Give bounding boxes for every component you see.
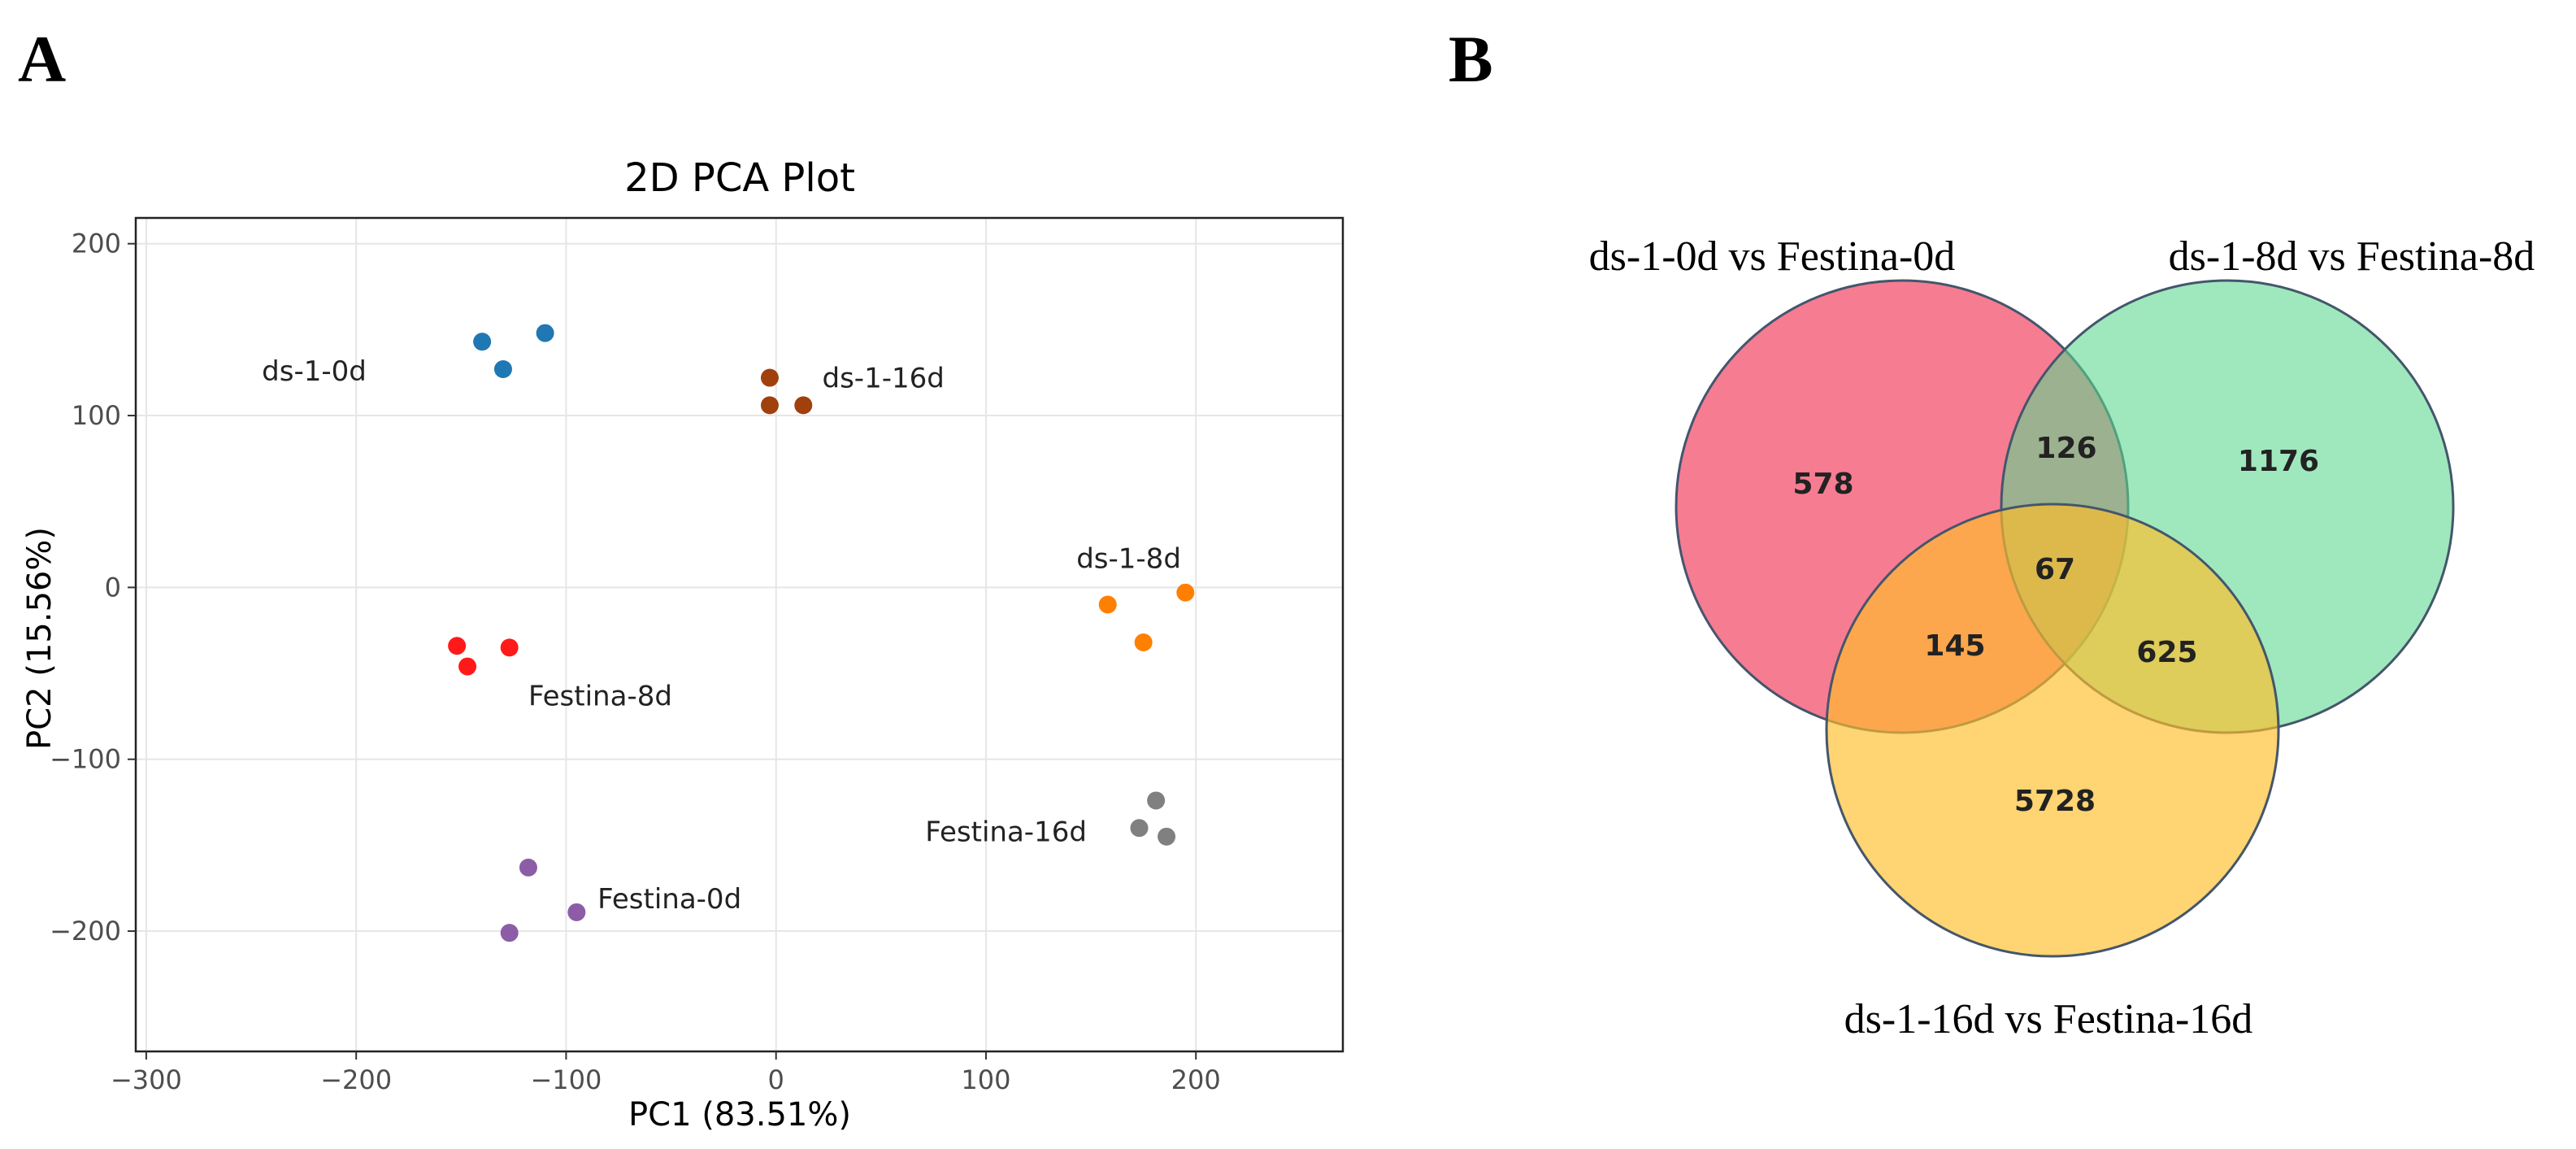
pca-group-label-festina-16d: Festina-16d (925, 816, 1087, 848)
panel-label-b: B (1449, 22, 1493, 96)
venn-count-0d-8d: 126 (2035, 432, 2096, 465)
pca-point-ds-1-8d (1176, 583, 1195, 602)
pca-plot-frame (134, 216, 1344, 1053)
pca-group-labels: ds-1-0d ds-1-16d ds-1-8d Festina-8d Festina-… (262, 355, 1181, 916)
pca-group-label-ds-1-8d: ds-1-8d (1076, 542, 1181, 575)
pca-group-label-festina-0d: Festina-0d (597, 883, 741, 916)
pca-point-festina-8d (500, 638, 519, 657)
pca-point-ds-1-0d (493, 359, 512, 378)
panel-label-a: A (18, 22, 66, 96)
pca-y-tick-label: 100 (72, 400, 121, 431)
pca-group-label-ds-1-0d: ds-1-0d (262, 355, 367, 388)
venn-count-all: 67 (2035, 553, 2075, 586)
pca-x-tick-label: 0 (768, 1064, 784, 1095)
pca-point-ds-1-16d (760, 368, 779, 387)
pca-y-tick-label: −100 (50, 744, 121, 775)
pca-gridlines (136, 218, 1343, 1051)
pca-y-tick-label: 0 (105, 572, 121, 603)
pca-x-tick-label: −100 (530, 1064, 602, 1095)
pca-point-festina-0d (567, 903, 586, 921)
pca-point-ds-1-16d (794, 396, 813, 415)
pca-group-label-festina-8d: Festina-8d (528, 681, 672, 713)
venn-set-label-0d: ds-1-0d vs Festina-0d (1589, 233, 1956, 280)
venn-diagram: ds-1-0d vs Festina-0d ds-1-8d vs Festina… (1589, 233, 2535, 1042)
venn-count-only-0d: 578 (1792, 468, 1853, 501)
pca-point-festina-16d (1130, 819, 1149, 838)
pca-x-axis-label: PC1 (83.51%) (628, 1096, 851, 1134)
pca-x-tick-label: 200 (1171, 1064, 1221, 1095)
venn-count-only-16d: 5728 (2014, 785, 2096, 818)
pca-point-ds-1-8d (1098, 595, 1117, 614)
pca-point-festina-16d (1158, 827, 1176, 846)
pca-point-festina-8d (448, 637, 467, 655)
venn-count-8d-16d: 625 (2136, 636, 2197, 669)
pca-y-tick-label: −200 (50, 916, 121, 947)
pca-x-tick-label: −200 (320, 1064, 392, 1095)
pca-y-tick-label: 200 (72, 228, 121, 259)
pca-point-festina-0d (519, 858, 537, 877)
venn-count-0d-16d: 145 (1924, 629, 1985, 663)
pca-points (448, 324, 1195, 942)
pca-x-ticks: −300 −200 −100 0 100 200 (111, 1051, 1221, 1095)
pca-y-ticks: −200 −100 0 100 200 (50, 228, 136, 947)
pca-point-ds-1-16d (760, 396, 779, 415)
pca-y-axis-label: PC2 (15.56%) (21, 527, 59, 750)
pca-point-ds-1-0d (473, 333, 492, 351)
venn-set-label-8d: ds-1-8d vs Festina-8d (2169, 233, 2535, 280)
pca-title: 2D PCA Plot (624, 155, 855, 201)
pca-point-festina-16d (1147, 791, 1166, 810)
pca-x-tick-label: −300 (111, 1064, 182, 1095)
pca-group-label-ds-1-16d: ds-1-16d (823, 363, 945, 395)
venn-count-only-8d: 1176 (2238, 445, 2319, 478)
pca-point-ds-1-0d (536, 324, 554, 342)
venn-circle-16d (1825, 503, 2280, 958)
venn-set-label-16d: ds-1-16d vs Festina-16d (1844, 996, 2253, 1042)
pca-plot: 2D PCA Plot ds-1-0d ds-1-16d ds-1-8d Festin… (21, 155, 1344, 1134)
pca-x-tick-label: 100 (961, 1064, 1010, 1095)
pca-point-festina-0d (500, 924, 519, 942)
pca-point-ds-1-8d (1134, 633, 1153, 652)
pca-point-festina-8d (458, 657, 477, 676)
